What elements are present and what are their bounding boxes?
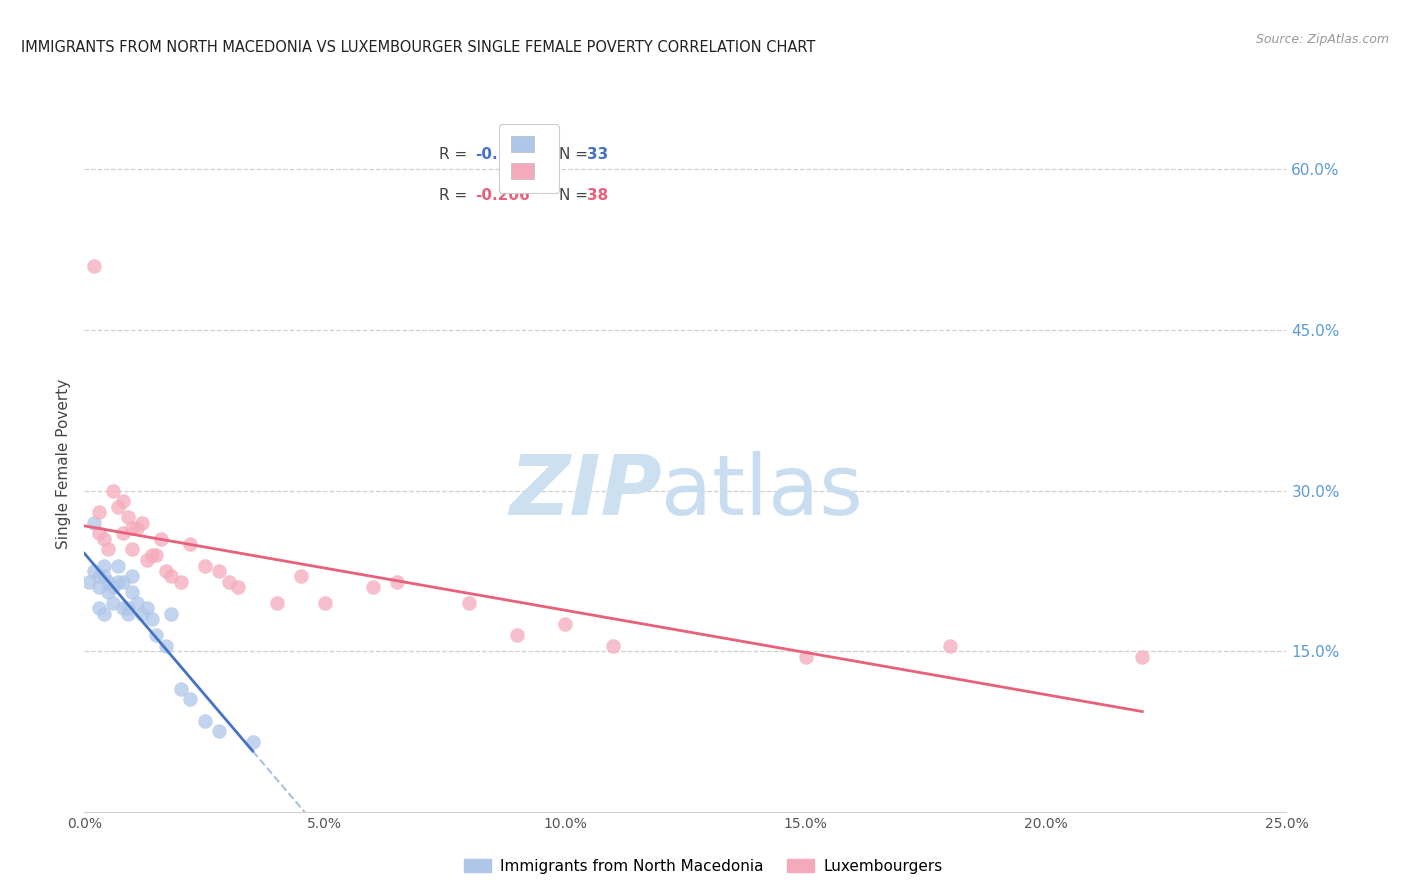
Text: N =: N =: [560, 146, 593, 161]
Point: [121, 521, 143, 535]
Point: [103, 483, 125, 498]
Text: Source: ZipAtlas.com: Source: ZipAtlas.com: [1256, 33, 1389, 46]
Text: 38: 38: [586, 188, 609, 203]
Point: [169, 681, 191, 696]
Point: [77, 574, 100, 589]
Point: [150, 532, 173, 546]
Point: [103, 580, 125, 594]
Text: ZIP: ZIP: [509, 451, 661, 533]
Point: [314, 596, 336, 610]
Text: atlas: atlas: [661, 451, 863, 533]
Point: [266, 596, 288, 610]
Point: [135, 553, 157, 567]
Point: [93, 558, 115, 573]
Point: [117, 607, 139, 621]
Point: [160, 607, 183, 621]
Legend: Immigrants from North Macedonia, Luxembourgers: Immigrants from North Macedonia, Luxembo…: [457, 853, 949, 880]
Point: [103, 596, 125, 610]
Point: [794, 649, 817, 664]
Point: [121, 542, 143, 557]
Point: [93, 569, 115, 583]
Point: [111, 601, 134, 615]
Point: [121, 585, 143, 599]
Point: [141, 548, 163, 562]
Point: [97, 574, 120, 589]
Point: [117, 510, 139, 524]
Point: [155, 639, 177, 653]
Point: [97, 585, 120, 599]
Point: [111, 526, 134, 541]
Point: [83, 259, 105, 273]
Point: [179, 537, 201, 551]
Point: [458, 596, 481, 610]
Point: [121, 569, 143, 583]
Point: [131, 607, 153, 621]
Point: [385, 574, 408, 589]
Text: R =: R =: [439, 188, 472, 203]
Point: [87, 505, 110, 519]
Point: [97, 542, 120, 557]
Point: [179, 692, 201, 706]
Point: [107, 574, 129, 589]
Point: [131, 516, 153, 530]
Point: [226, 580, 249, 594]
Point: [107, 558, 129, 573]
Point: [194, 714, 217, 728]
Point: [145, 628, 167, 642]
Point: [83, 516, 105, 530]
Point: [127, 596, 149, 610]
Point: [939, 639, 962, 653]
Legend: , : ,: [499, 124, 560, 193]
Point: [290, 569, 312, 583]
Point: [87, 526, 110, 541]
Text: -0.108: -0.108: [475, 146, 530, 161]
Point: [169, 574, 191, 589]
Point: [127, 521, 149, 535]
Point: [155, 564, 177, 578]
Point: [87, 580, 110, 594]
Point: [83, 564, 105, 578]
Point: [361, 580, 384, 594]
Point: [1130, 649, 1153, 664]
Point: [602, 639, 624, 653]
Text: N =: N =: [560, 188, 593, 203]
Point: [111, 574, 134, 589]
Point: [242, 735, 264, 749]
Text: R =: R =: [439, 146, 472, 161]
Point: [218, 574, 240, 589]
Point: [145, 548, 167, 562]
Text: -0.206: -0.206: [475, 188, 530, 203]
Text: 33: 33: [586, 146, 609, 161]
Point: [87, 601, 110, 615]
Point: [107, 500, 129, 514]
Point: [117, 601, 139, 615]
Point: [93, 532, 115, 546]
Point: [135, 601, 157, 615]
Point: [208, 724, 231, 739]
Point: [141, 612, 163, 626]
Point: [208, 564, 231, 578]
Point: [554, 617, 576, 632]
Y-axis label: Single Female Poverty: Single Female Poverty: [56, 379, 72, 549]
Point: [111, 494, 134, 508]
Point: [93, 607, 115, 621]
Point: [506, 628, 529, 642]
Point: [87, 569, 110, 583]
Point: [160, 569, 183, 583]
Point: [194, 558, 217, 573]
Text: IMMIGRANTS FROM NORTH MACEDONIA VS LUXEMBOURGER SINGLE FEMALE POVERTY CORRELATIO: IMMIGRANTS FROM NORTH MACEDONIA VS LUXEM…: [21, 40, 815, 55]
